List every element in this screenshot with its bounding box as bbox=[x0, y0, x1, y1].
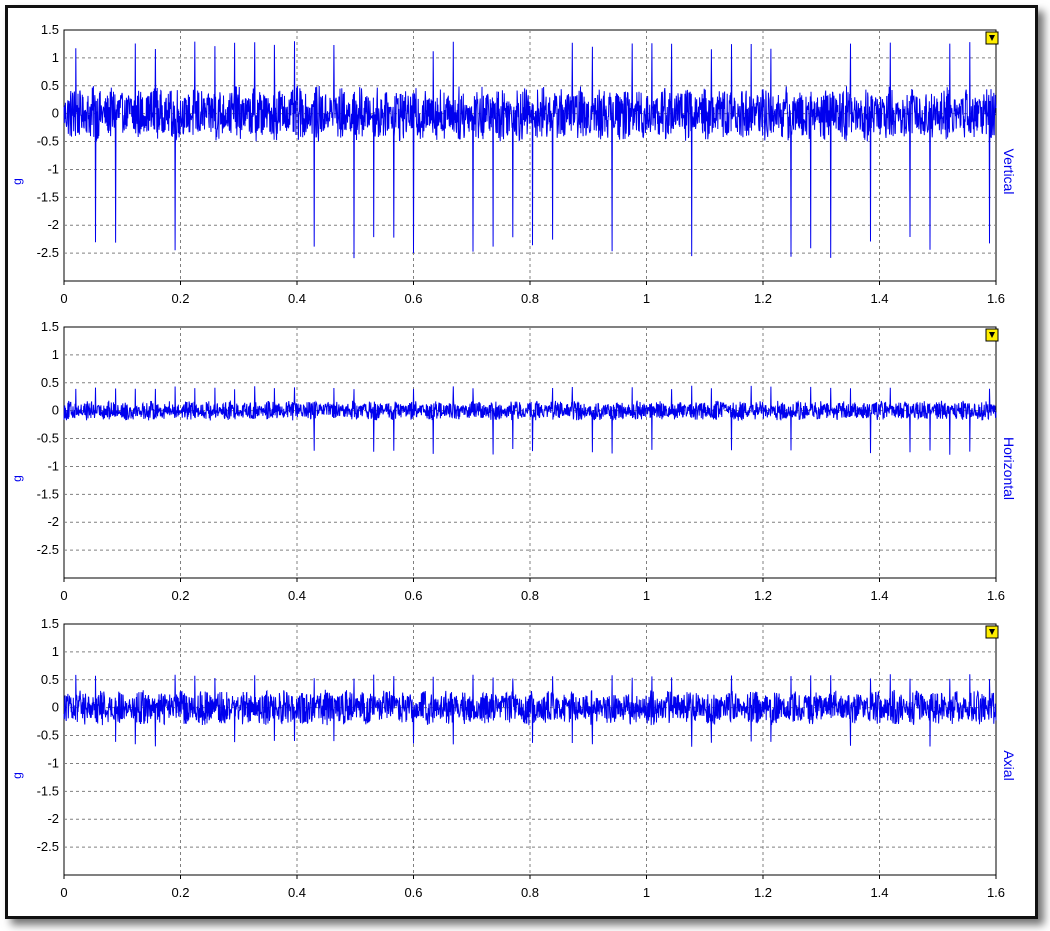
x-tick-label: 1.2 bbox=[754, 588, 772, 603]
y-tick-label: -1.5 bbox=[37, 486, 59, 501]
x-tick-label: 1.4 bbox=[870, 291, 888, 306]
x-tick-label: 0.4 bbox=[288, 291, 306, 306]
x-tick-label: 0 bbox=[60, 291, 67, 306]
marker-icon[interactable] bbox=[985, 625, 999, 639]
y-tick-label: -1 bbox=[47, 458, 59, 473]
x-tick-label: 0.2 bbox=[171, 291, 189, 306]
x-tick-label: 0.8 bbox=[521, 291, 539, 306]
x-tick-label: 1.6 bbox=[987, 291, 1005, 306]
plot-area bbox=[63, 326, 997, 579]
y-tick-label: 1 bbox=[52, 644, 59, 659]
chart-panel-horizontal: 0 0.2 0.4 0.6 0.8 1 1.2 1.4 1.6 1.5 1 0.5 0 -0.5 -1 -1.… bbox=[10, 319, 1017, 603]
y-axis-label: g bbox=[10, 475, 24, 482]
y-axis-label: g bbox=[10, 772, 24, 779]
y-tick-label: -2 bbox=[47, 811, 59, 826]
x-tick-label: 0 bbox=[60, 885, 67, 900]
y-tick-label: -0.5 bbox=[37, 728, 59, 743]
y-tick-label: -2 bbox=[47, 217, 59, 232]
marker-icon[interactable] bbox=[985, 31, 999, 45]
y-axis-label: g bbox=[10, 178, 24, 185]
plot-area bbox=[63, 623, 997, 876]
x-tick-label: 0.6 bbox=[404, 588, 422, 603]
y-tick-label: -2.5 bbox=[37, 839, 59, 854]
vibration-waveform-charts: 0 0.2 0.4 0.6 0.8 1 1.2 1.4 1.6 1.5 1 0.5 0 -0.5 -1 -1.… bbox=[10, 22, 1017, 900]
y-tick-label: 0 bbox=[52, 700, 59, 715]
marker-icon[interactable] bbox=[985, 328, 999, 342]
x-tick-label: 1.2 bbox=[754, 291, 772, 306]
x-tick-label: 0 bbox=[60, 588, 67, 603]
y-tick-label: 0 bbox=[52, 106, 59, 121]
y-tick-label: -2.5 bbox=[37, 542, 59, 557]
y-tick-label: -1 bbox=[47, 755, 59, 770]
y-tick-label: 1.5 bbox=[41, 319, 59, 334]
x-tick-label: 1 bbox=[643, 291, 650, 306]
x-tick-label: 1.6 bbox=[987, 588, 1005, 603]
x-tick-label: 0.6 bbox=[404, 885, 422, 900]
y-tick-label: 0.5 bbox=[41, 672, 59, 687]
y-tick-label: -2.5 bbox=[37, 245, 59, 260]
channel-label: Axial bbox=[1001, 750, 1017, 780]
y-tick-label: 0 bbox=[52, 403, 59, 418]
channel-label: Horizontal bbox=[1001, 437, 1017, 500]
x-tick-label: 0.4 bbox=[288, 588, 306, 603]
y-tick-label: 0.5 bbox=[41, 375, 59, 390]
x-tick-label: 1.4 bbox=[870, 885, 888, 900]
y-tick-label: 1.5 bbox=[41, 616, 59, 631]
waveform-series-horizontal bbox=[63, 385, 997, 455]
waveform-series-vertical bbox=[63, 41, 997, 259]
x-tick-label: 0.2 bbox=[171, 588, 189, 603]
y-tick-label: -0.5 bbox=[37, 134, 59, 149]
y-tick-label: -2 bbox=[47, 514, 59, 529]
y-tick-label: 1.5 bbox=[41, 22, 59, 37]
channel-label: Vertical bbox=[1001, 149, 1017, 195]
y-tick-label: 1 bbox=[52, 347, 59, 362]
y-tick-label: 1 bbox=[52, 50, 59, 65]
x-tick-label: 1.4 bbox=[870, 588, 888, 603]
y-tick-label: -1.5 bbox=[37, 189, 59, 204]
x-tick-label: 1 bbox=[643, 588, 650, 603]
x-tick-label: 1.6 bbox=[987, 885, 1005, 900]
plot-area bbox=[63, 29, 997, 282]
x-tick-label: 1.2 bbox=[754, 885, 772, 900]
x-tick-label: 0.2 bbox=[171, 885, 189, 900]
waveform-series-axial bbox=[63, 674, 997, 747]
chart-frame: 0 0.2 0.4 0.6 0.8 1 1.2 1.4 1.6 1.5 1 0.5 0 -0.5 -1 -1.… bbox=[5, 5, 1038, 919]
x-tick-label: 0.8 bbox=[521, 588, 539, 603]
x-tick-label: 0.4 bbox=[288, 885, 306, 900]
y-tick-label: -1.5 bbox=[37, 783, 59, 798]
chart-panel-vertical: 0 0.2 0.4 0.6 0.8 1 1.2 1.4 1.6 1.5 1 0.5 0 -0.5 -1 -1.… bbox=[10, 22, 1017, 306]
y-tick-label: -1 bbox=[47, 161, 59, 176]
y-tick-label: -0.5 bbox=[37, 431, 59, 446]
x-tick-label: 0.6 bbox=[404, 291, 422, 306]
x-tick-label: 0.8 bbox=[521, 885, 539, 900]
x-tick-label: 1 bbox=[643, 885, 650, 900]
y-tick-label: 0.5 bbox=[41, 78, 59, 93]
chart-panel-axial: 0 0.2 0.4 0.6 0.8 1 1.2 1.4 1.6 1.5 1 0.5 0 -0.5 -1 -1.… bbox=[10, 616, 1017, 900]
